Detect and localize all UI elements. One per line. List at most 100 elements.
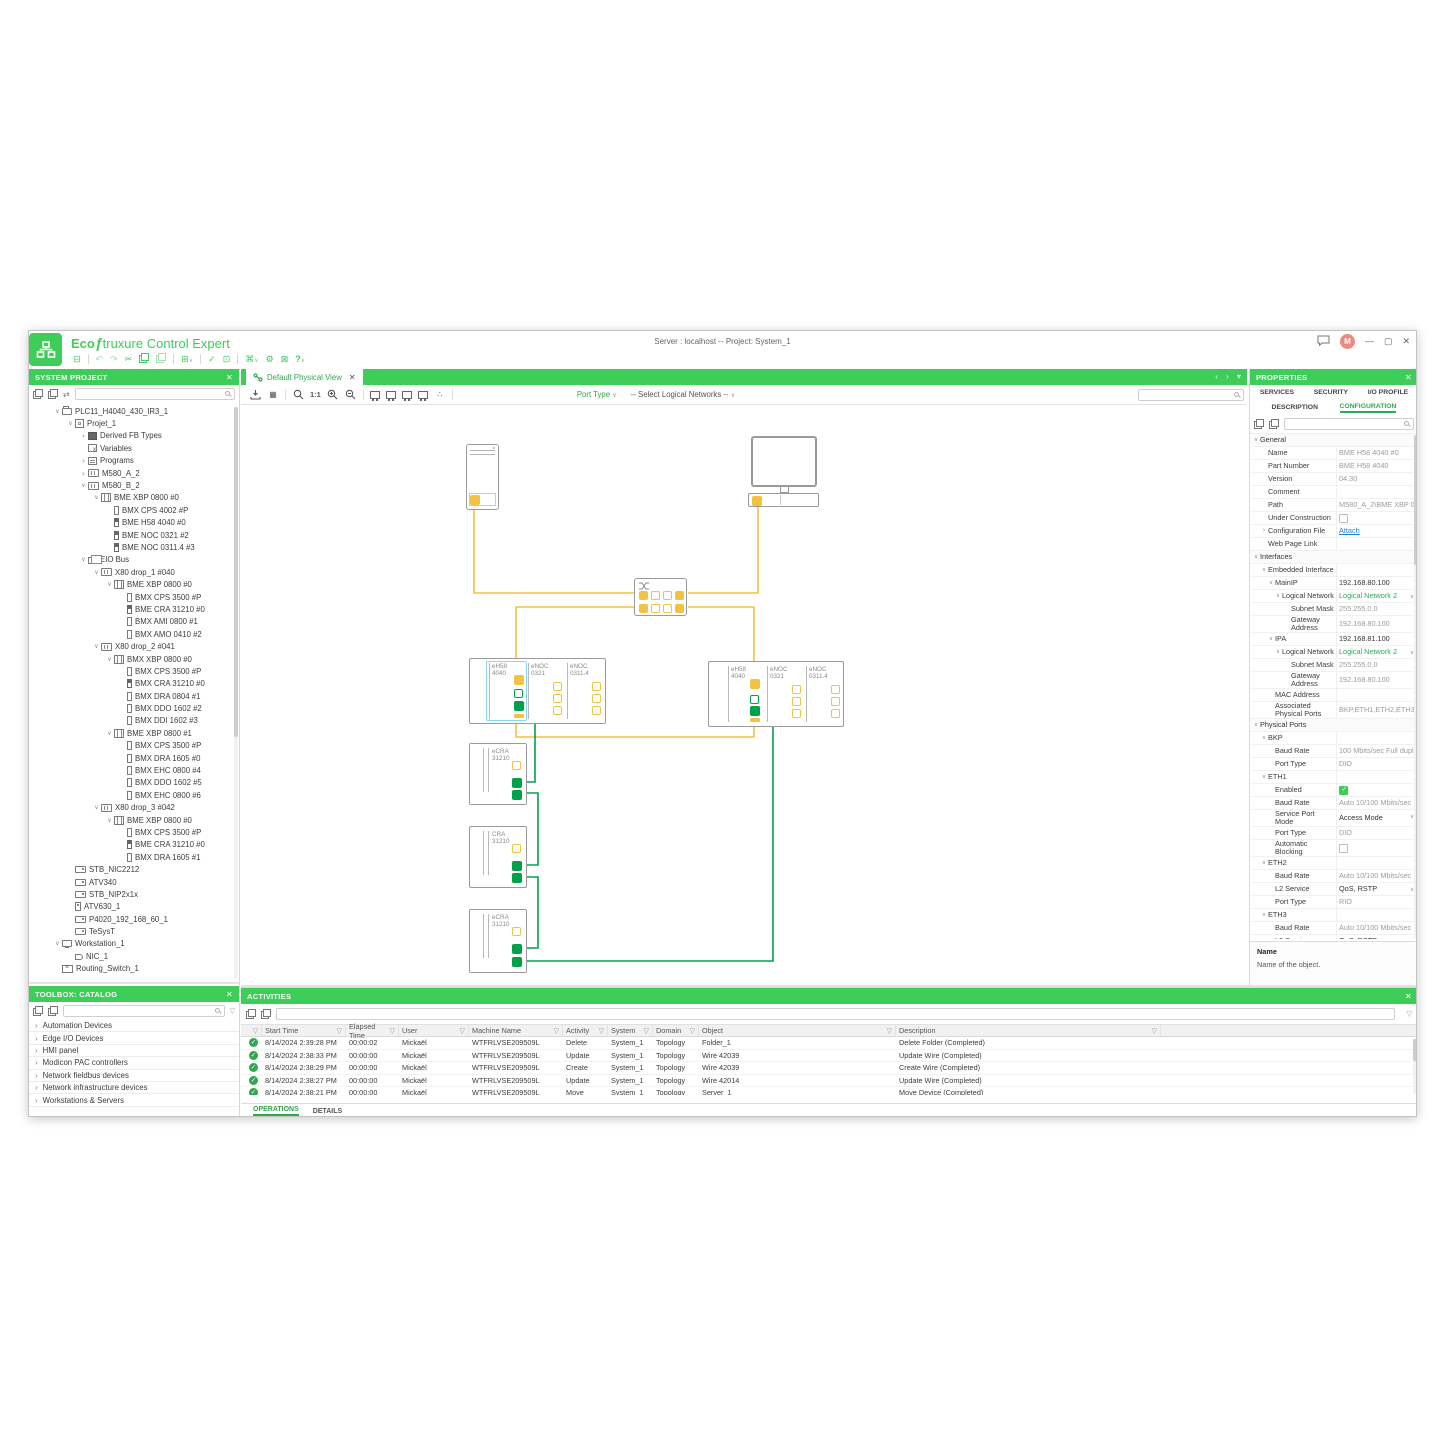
switch-port[interactable] — [651, 604, 660, 613]
property-row[interactable]: Port Type DIO — [1250, 827, 1416, 840]
tree-item[interactable]: M580_A_2 — [29, 467, 231, 479]
switch-port[interactable] — [675, 604, 684, 613]
eth-port[interactable] — [750, 695, 759, 704]
routing-switch-device[interactable] — [634, 578, 687, 616]
filter-icon[interactable]: ▽ — [229, 1008, 235, 1015]
toolbox-category[interactable]: › Workstations & Servers — [29, 1094, 239, 1107]
tree-item[interactable]: ATV340 — [29, 876, 231, 888]
tab-configuration[interactable]: CONFIGURATION — [1339, 403, 1397, 413]
zoom-select-icon[interactable] — [292, 389, 304, 401]
tree-item[interactable]: TeSysT — [29, 925, 231, 937]
eth-port[interactable] — [750, 679, 760, 689]
property-value[interactable]: Logical Network 2 — [1339, 648, 1397, 656]
cut-icon[interactable]: ✂ — [124, 353, 133, 364]
property-row[interactable]: Gateway Address 192.168.80.100 — [1250, 672, 1416, 689]
tree-item[interactable]: BMX CPS 3500 #P — [29, 591, 231, 603]
expand-chevron-icon[interactable] — [79, 556, 88, 563]
activity-row[interactable]: ✓ 8/14/2024 2:38:29 PM 00:00:00 Mickaël … — [241, 1062, 1416, 1075]
tab-scroll-controls[interactable]: ‹ › ▾ — [1215, 372, 1244, 381]
column-filter-icon[interactable]: ▽ — [1151, 1027, 1157, 1035]
property-row[interactable]: Name BME H58 4040 #0 — [1250, 447, 1416, 460]
rio-port[interactable] — [512, 778, 522, 788]
network-tools-icon[interactable]: ⊠ — [280, 353, 289, 364]
tree-item[interactable]: BMX CPS 3500 #P — [29, 665, 231, 677]
property-value[interactable]: 192.168.80.100 — [1339, 619, 1390, 628]
tree-item[interactable]: BMX DDO 1602 #5 — [29, 777, 231, 789]
tree-item[interactable]: BMX DRA 1605 #1 — [29, 851, 231, 863]
switch-port[interactable] — [639, 591, 648, 600]
help-icon[interactable]: ?∨ — [295, 354, 306, 364]
zoom-in-icon[interactable] — [327, 389, 339, 401]
expand-chevron-icon[interactable] — [92, 494, 101, 501]
expand-all-icon[interactable] — [48, 1006, 58, 1016]
noc-port[interactable] — [792, 709, 801, 718]
tree-item[interactable]: BME NOC 0311.4 #3 — [29, 541, 231, 553]
column-filter-icon[interactable]: ▽ — [643, 1027, 649, 1035]
property-value[interactable]: BME H58 4040 #0 — [1339, 448, 1399, 457]
settings-gear-icon[interactable]: ⚙ — [265, 353, 274, 364]
service-port[interactable] — [512, 844, 521, 853]
property-value[interactable]: Access Mode — [1339, 814, 1383, 822]
expand-chevron-icon[interactable] — [1252, 553, 1260, 561]
user-avatar[interactable]: M — [1339, 334, 1355, 349]
bkp-port[interactable] — [514, 714, 524, 718]
expand-chevron-icon[interactable] — [79, 431, 88, 440]
show-ports-icon[interactable] — [417, 390, 428, 401]
expand-all-icon[interactable] — [261, 1009, 271, 1019]
toolbox-category[interactable]: › Network infrastructure devices — [29, 1082, 239, 1095]
property-value[interactable]: Auto 10/100 Mbits/sec — [1339, 798, 1412, 807]
switch-port[interactable] — [663, 591, 672, 600]
print-icon[interactable]: ⊟ — [73, 353, 81, 364]
tree-item[interactable]: BME H58 4040 #0 — [29, 517, 231, 529]
column-filter-icon[interactable]: ▽ — [553, 1027, 559, 1035]
noc-port[interactable] — [831, 685, 840, 694]
tree-item[interactable]: Routing_Switch_1 — [29, 963, 231, 975]
property-row[interactable]: Enabled — [1250, 784, 1416, 797]
column-header[interactable]: Machine Name ▽ — [469, 1025, 563, 1036]
property-row[interactable]: Subnet Mask 255.255.0.0 — [1250, 603, 1416, 616]
drop-1[interactable]: eCRA 31210 — [469, 743, 527, 805]
tab-details[interactable]: DETAILS — [312, 1107, 343, 1115]
switch-port[interactable] — [663, 604, 672, 613]
property-value[interactable]: 255.255.0.0 — [1339, 604, 1378, 613]
property-row[interactable]: Port Type DIO — [1250, 758, 1416, 771]
tree-item[interactable]: P4020_192_168_60_1 — [29, 913, 231, 925]
column-filter-icon[interactable]: ▽ — [886, 1027, 892, 1035]
expand-chevron-icon[interactable] — [1267, 635, 1275, 643]
tree-item[interactable]: Workstation_1 — [29, 938, 231, 950]
property-value[interactable]: BKP,ETH1,ETH2,ETH3 — [1339, 705, 1415, 714]
expand-chevron-icon[interactable] — [92, 804, 101, 811]
rack-right[interactable]: eH58 4040 eNOC 0321 eNOC 0311.4 — [708, 661, 844, 727]
minimize-button[interactable]: — — [1364, 336, 1374, 346]
undo-icon[interactable]: ↶ — [95, 353, 104, 364]
property-value[interactable]: 192.168.81.100 — [1339, 634, 1390, 643]
column-header[interactable]: Object ▽ — [699, 1025, 896, 1036]
tree-item[interactable]: M580_B_2 — [29, 479, 231, 491]
column-header[interactable]: Description ▽ — [896, 1025, 1161, 1036]
property-row[interactable]: ETH1 — [1250, 771, 1416, 784]
expand-chevron-icon[interactable] — [1267, 579, 1275, 587]
column-header[interactable]: System ▽ — [608, 1025, 653, 1036]
collapse-all-icon[interactable] — [246, 1009, 256, 1019]
activity-row[interactable]: ✓ 8/14/2024 2:38:33 PM 00:00:00 Mickaël … — [241, 1050, 1416, 1062]
property-row[interactable]: Path M580_A_2\BME XBP 0800 — [1250, 499, 1416, 512]
property-value[interactable] — [1339, 785, 1348, 795]
eth-port[interactable] — [750, 706, 760, 716]
expand-all-icon[interactable] — [1269, 419, 1279, 429]
expand-chevron-icon[interactable] — [1274, 592, 1282, 600]
property-row[interactable]: Web Page Link — [1250, 538, 1416, 551]
expand-chevron-icon[interactable] — [53, 408, 62, 415]
column-header[interactable]: Activity ▽ — [563, 1025, 608, 1036]
property-row[interactable]: Logical Network Logical Network 2 — [1250, 646, 1416, 659]
property-value[interactable]: DIO — [1339, 759, 1352, 768]
eth-port[interactable] — [514, 701, 524, 711]
switch-port[interactable] — [639, 604, 648, 613]
property-value[interactable]: BME H58 4040 — [1339, 461, 1389, 470]
expand-chevron-icon[interactable] — [79, 469, 88, 478]
expand-chevron-icon[interactable] — [1252, 436, 1260, 444]
paste-icon[interactable] — [156, 353, 167, 365]
tree-item[interactable]: BME XBP 0800 #0 — [29, 578, 231, 590]
noc-port[interactable] — [792, 697, 801, 706]
close-window-button[interactable]: ✕ — [1402, 336, 1410, 346]
tree-item[interactable]: BMX DDO 1602 #2 — [29, 702, 231, 714]
